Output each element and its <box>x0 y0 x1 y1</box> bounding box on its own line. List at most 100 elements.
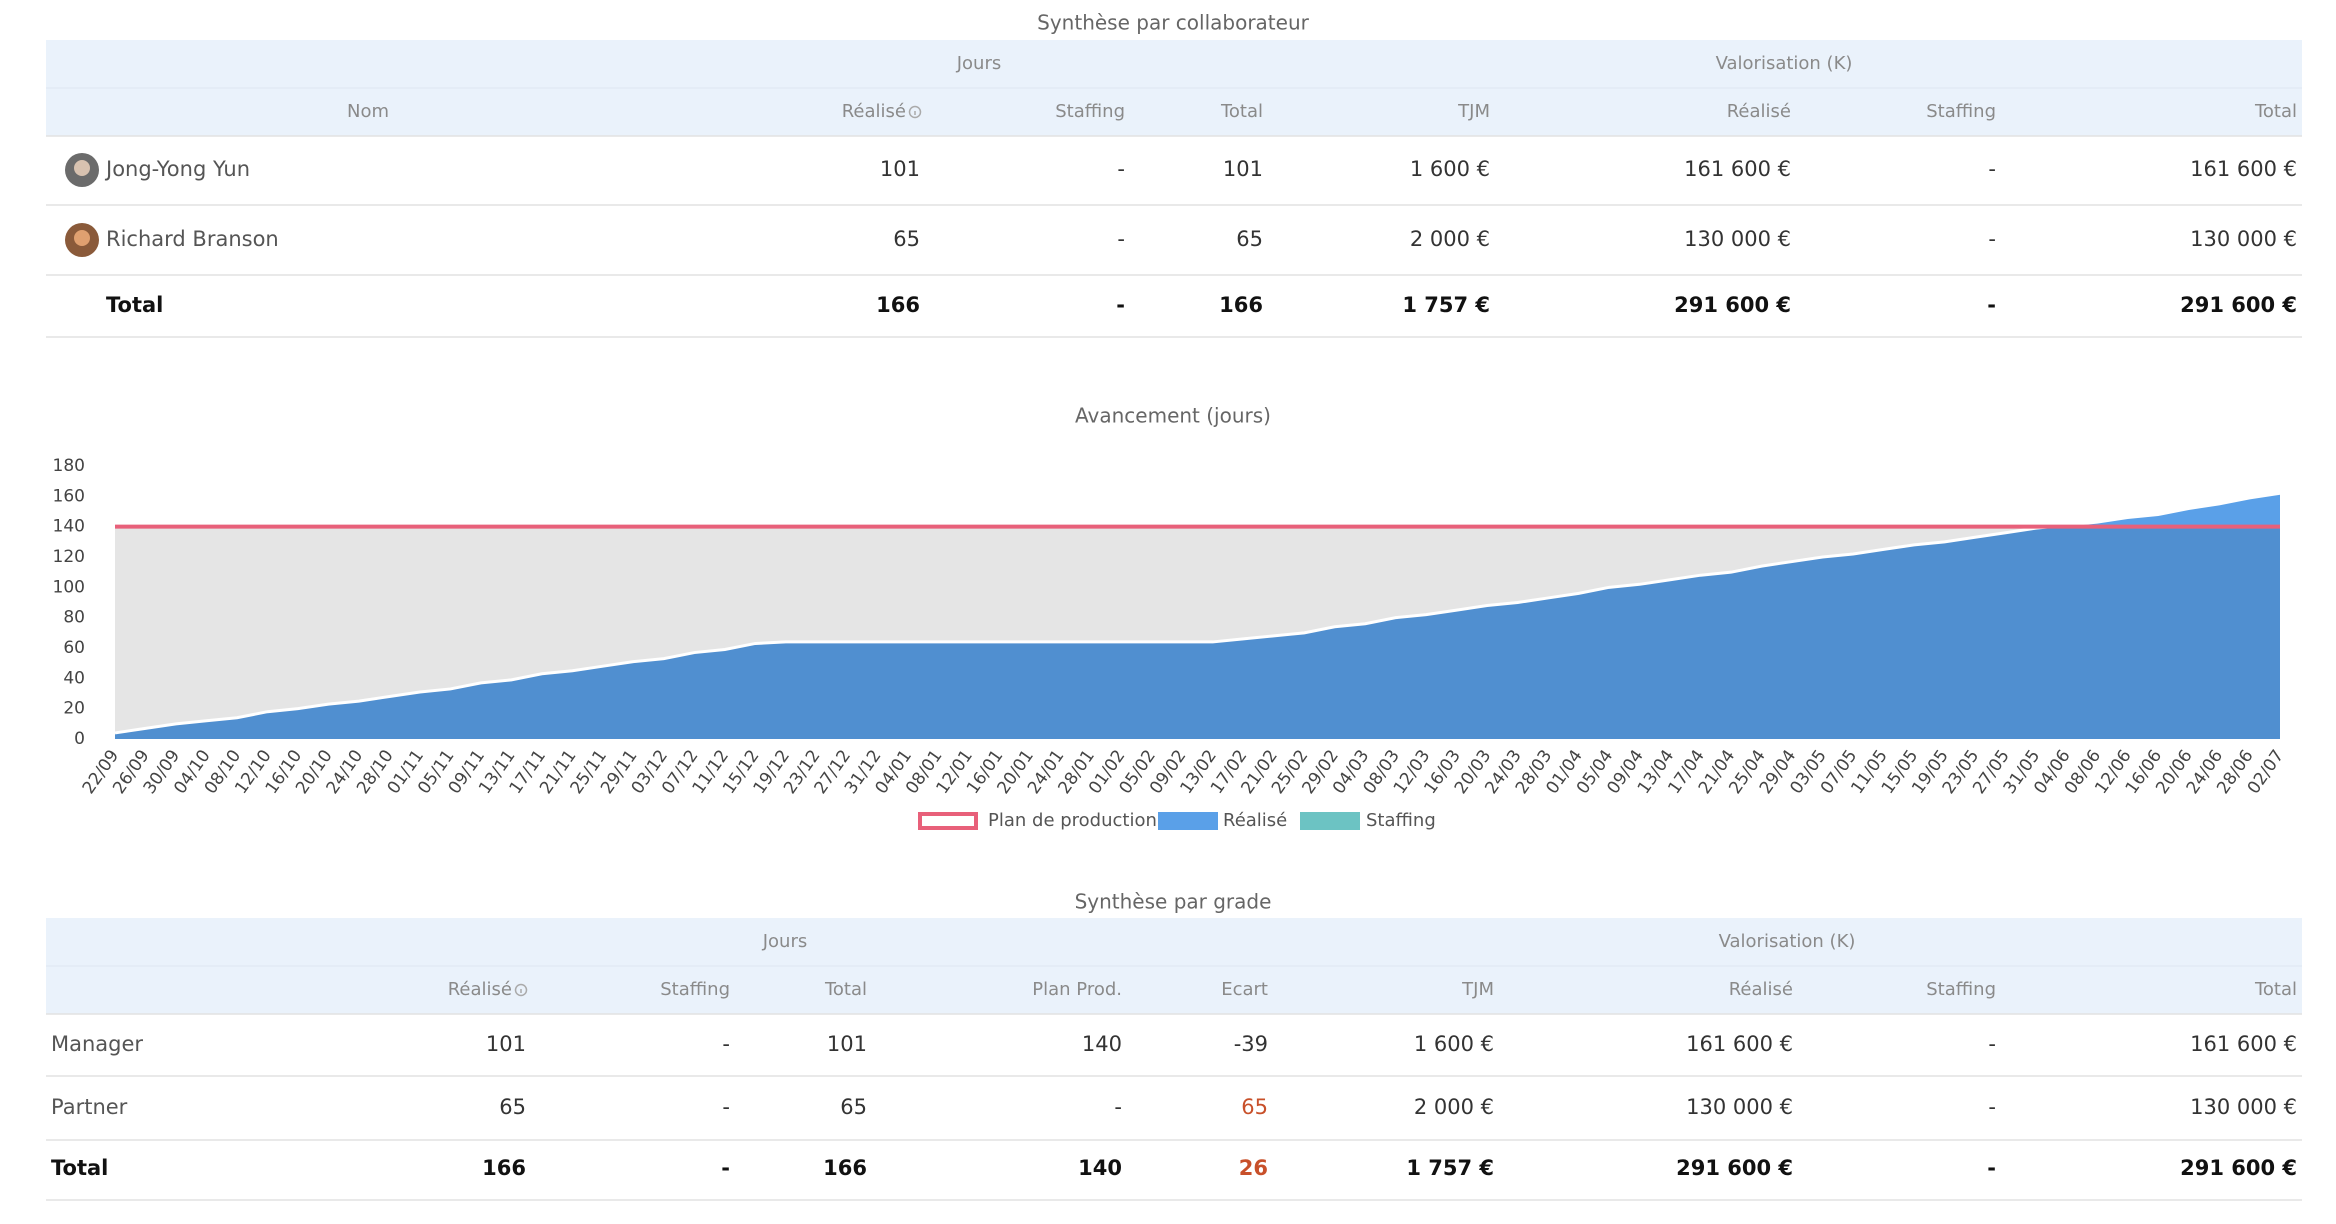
cell-value: 161 600 € <box>1684 157 1791 181</box>
group-header-band <box>46 40 2302 88</box>
y-tick-label: 160 <box>53 486 85 506</box>
legend-label: Plan de production <box>988 810 1157 831</box>
realise-area <box>115 493 2280 739</box>
column-header: Réalisé <box>1727 101 1791 122</box>
column-header: Réalisé <box>1729 979 1793 1000</box>
cell-value: 130 000 € <box>1684 227 1791 251</box>
cell-value: 291 600 € <box>2180 293 2297 317</box>
cell-value: - <box>1116 293 1125 317</box>
legend-swatch <box>1300 812 1360 830</box>
cell-value: - <box>1987 1156 1996 1180</box>
column-header: Plan Prod. <box>1032 979 1122 1000</box>
info-icon <box>514 983 528 997</box>
cell-value: 65 <box>499 1095 526 1119</box>
column-header: TJM <box>1461 979 1494 1000</box>
legend-label: Staffing <box>1366 810 1436 831</box>
info-icon <box>908 105 922 119</box>
legend-label: Réalisé <box>1223 810 1287 831</box>
cell-value: -39 <box>1234 1032 1268 1056</box>
cell-value: - <box>721 1156 730 1180</box>
column-header-band <box>46 966 2302 1014</box>
cell-value: 26 <box>1239 1156 1268 1180</box>
y-tick-label: 60 <box>63 638 85 658</box>
legend-swatch <box>918 812 978 830</box>
cell-value: - <box>722 1032 730 1056</box>
cell-value: - <box>1114 1095 1122 1119</box>
column-header: Réalisé <box>842 101 906 122</box>
group-header: Valorisation (K) <box>1716 53 1853 74</box>
cell-value: 161 600 € <box>1686 1032 1793 1056</box>
y-tick-label: 120 <box>53 547 85 567</box>
y-tick-label: 140 <box>53 517 85 537</box>
column-header: Staffing <box>1926 101 1996 122</box>
row-label: Manager <box>51 1032 143 1056</box>
cell-value: 130 000 € <box>2190 1095 2297 1119</box>
column-header: Total <box>2254 979 2297 1000</box>
cell-value: 2 000 € <box>1410 227 1490 251</box>
cell-value: - <box>1117 157 1125 181</box>
y-tick-label: 0 <box>74 729 85 749</box>
realise-line <box>114 491 2281 735</box>
column-header-band <box>46 88 2302 136</box>
row-label: Total <box>51 1156 108 1180</box>
cell-value: 101 <box>1223 157 1263 181</box>
cell-value: 161 600 € <box>2190 157 2297 181</box>
avatar-face <box>74 230 90 246</box>
avatar-face <box>74 160 90 176</box>
cell-value: 65 <box>893 227 920 251</box>
row-label: Total <box>106 293 163 317</box>
cell-value: - <box>1988 1095 1996 1119</box>
legend-swatch <box>1158 812 1218 830</box>
cell-value: 166 <box>1219 293 1263 317</box>
plan-area <box>115 526 2280 739</box>
column-header: Total <box>1220 101 1263 122</box>
column-header: Staffing <box>1055 101 1125 122</box>
column-header: Staffing <box>660 979 730 1000</box>
y-tick-label: 100 <box>53 577 85 597</box>
cell-value: 1 600 € <box>1410 157 1490 181</box>
group-header: Jours <box>956 53 1002 74</box>
group-header: Jours <box>762 931 808 952</box>
cell-value: - <box>1117 227 1125 251</box>
column-header: Ecart <box>1221 979 1268 1000</box>
row-label: Richard Branson <box>106 227 279 251</box>
cell-value: 140 <box>1078 1156 1122 1180</box>
column-header: TJM <box>1457 101 1490 122</box>
cell-value: 161 600 € <box>2190 1032 2297 1056</box>
cell-value: 1 757 € <box>1402 293 1490 317</box>
cell-value: 140 <box>1082 1032 1122 1056</box>
cell-value: 130 000 € <box>2190 227 2297 251</box>
column-header: Total <box>824 979 867 1000</box>
column-header: Réalisé <box>448 979 512 1000</box>
table-title: Synthèse par collaborateur <box>1037 11 1309 35</box>
cell-value: 101 <box>880 157 920 181</box>
cell-value: 1 757 € <box>1406 1156 1494 1180</box>
cell-value: 291 600 € <box>1676 1156 1793 1180</box>
cell-value: 65 <box>1241 1095 1268 1119</box>
cell-value: 101 <box>486 1032 526 1056</box>
cell-value: 166 <box>482 1156 526 1180</box>
cell-value: 166 <box>823 1156 867 1180</box>
chart-title: Avancement (jours) <box>1075 404 1271 428</box>
cell-value: 2 000 € <box>1414 1095 1494 1119</box>
y-tick-label: 180 <box>53 456 85 476</box>
column-header: Total <box>2254 101 2297 122</box>
group-header: Valorisation (K) <box>1719 931 1856 952</box>
cell-value: 65 <box>840 1095 867 1119</box>
cell-value: 1 600 € <box>1414 1032 1494 1056</box>
row-label: Jong-Yong Yun <box>104 157 250 181</box>
y-tick-label: 40 <box>63 668 85 688</box>
column-header: Staffing <box>1926 979 1996 1000</box>
y-tick-label: 80 <box>63 608 85 628</box>
cell-value: 130 000 € <box>1686 1095 1793 1119</box>
cell-value: - <box>1988 157 1996 181</box>
cell-value: 65 <box>1236 227 1263 251</box>
cell-value: 291 600 € <box>2180 1156 2297 1180</box>
cell-value: - <box>1988 227 1996 251</box>
cell-value: - <box>722 1095 730 1119</box>
y-tick-label: 20 <box>63 699 85 719</box>
cell-value: 101 <box>827 1032 867 1056</box>
cell-value: - <box>1987 293 1996 317</box>
